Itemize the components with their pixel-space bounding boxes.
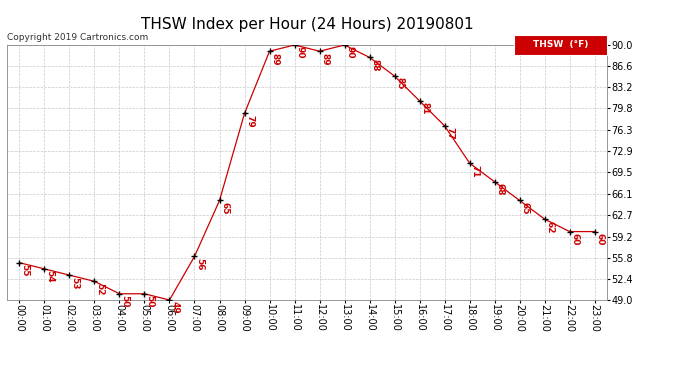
Text: 71: 71 — [471, 165, 480, 177]
Text: 88: 88 — [371, 59, 380, 71]
Text: 50: 50 — [121, 295, 130, 307]
Text: 54: 54 — [46, 270, 55, 283]
Text: 65: 65 — [221, 202, 230, 214]
Title: THSW Index per Hour (24 Hours) 20190801: THSW Index per Hour (24 Hours) 20190801 — [141, 17, 473, 32]
Text: 79: 79 — [246, 115, 255, 128]
Text: 90: 90 — [295, 46, 304, 59]
Text: 50: 50 — [146, 295, 155, 307]
Text: 55: 55 — [21, 264, 30, 277]
Text: 77: 77 — [446, 127, 455, 140]
Text: 52: 52 — [95, 283, 104, 295]
Text: 81: 81 — [421, 102, 430, 115]
Text: 56: 56 — [195, 258, 204, 270]
Text: 62: 62 — [546, 220, 555, 233]
Text: 60: 60 — [595, 233, 604, 245]
Text: 90: 90 — [346, 46, 355, 59]
Text: 49: 49 — [170, 302, 179, 314]
Text: 89: 89 — [270, 53, 279, 65]
Text: Copyright 2019 Cartronics.com: Copyright 2019 Cartronics.com — [7, 33, 148, 42]
Text: 60: 60 — [571, 233, 580, 245]
Text: 85: 85 — [395, 78, 404, 90]
Text: 53: 53 — [70, 276, 79, 289]
Text: 68: 68 — [495, 183, 504, 196]
Text: 89: 89 — [321, 53, 330, 65]
Text: 65: 65 — [521, 202, 530, 214]
